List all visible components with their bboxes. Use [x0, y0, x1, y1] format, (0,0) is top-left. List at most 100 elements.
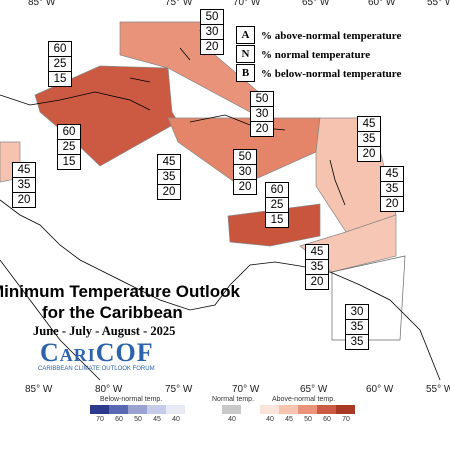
colorbar-tick: 40 [228, 416, 236, 423]
logo: CariCOF [40, 338, 154, 367]
colorbar-tick: 45 [285, 416, 293, 423]
longitude-label: 70° W [232, 384, 260, 395]
colorbar-swatch [279, 405, 298, 414]
colorbar-tick: 70 [96, 416, 104, 423]
probability: 35 [357, 131, 381, 147]
probability: 20 [250, 121, 274, 137]
probability: 50 [250, 91, 274, 107]
colorbar [90, 405, 355, 414]
forecast-box: 45 35 20 [357, 116, 381, 162]
forecast-box: 50 30 20 [250, 91, 274, 137]
colorbar-tick: 40 [266, 416, 274, 423]
legend-text: % normal temperature [261, 48, 371, 61]
probability: 35 [380, 181, 404, 197]
probability: 35 [305, 259, 329, 275]
probability: 20 [200, 39, 224, 55]
forecast-box: 45 35 20 [305, 244, 329, 290]
legend-row: A % above-normal temperature [236, 26, 401, 45]
forecast-box: 50 30 20 [233, 149, 257, 195]
colorbar-tick: 60 [323, 416, 331, 423]
colorbar-swatch [222, 405, 241, 414]
probability: 25 [48, 56, 72, 72]
probability: 35 [345, 319, 369, 335]
legend-key: B [236, 64, 255, 82]
logo-subtitle: CARIBBEAN CLIMATE OUTLOOK FORUM [38, 366, 155, 372]
longitude-label: 60° W [366, 384, 394, 395]
longitude-label: 75° W [165, 0, 193, 8]
probability: 15 [48, 71, 72, 87]
probability: 30 [233, 164, 257, 180]
colorbar-tick: 40 [172, 416, 180, 423]
longitude-label: 65° W [302, 0, 330, 8]
probability: 15 [265, 212, 289, 228]
forecast-box: 45 35 20 [157, 154, 181, 200]
colorbar-swatch [109, 405, 128, 414]
forecast-box: 30 35 35 [345, 304, 369, 350]
colorbar-swatch [166, 405, 185, 414]
probability: 45 [12, 162, 36, 178]
probability: 20 [157, 184, 181, 200]
probability: 25 [57, 139, 81, 155]
colorbar-label: Above-normal temp. [272, 396, 336, 403]
probability: 25 [265, 197, 289, 213]
colorbar-swatch [147, 405, 166, 414]
forecast-box: 45 35 20 [380, 166, 404, 212]
probability: 45 [157, 154, 181, 170]
forecast-box: 45 35 20 [12, 162, 36, 208]
probability: 35 [12, 177, 36, 193]
probability: 45 [305, 244, 329, 260]
probability: 45 [380, 166, 404, 182]
colorbar-swatch [128, 405, 147, 414]
probability: 35 [157, 169, 181, 185]
longitude-label: 85° W [28, 0, 56, 8]
colorbar-label: Normal temp. [212, 396, 255, 403]
forecast-box: 50 30 20 [200, 9, 224, 55]
probability: 20 [305, 274, 329, 290]
longitude-label: 65° W [300, 384, 328, 395]
longitude-label: 75° W [165, 384, 193, 395]
colorbar-swatch [298, 405, 317, 414]
longitude-label: 85° W [25, 384, 53, 395]
colorbar-swatch [317, 405, 336, 414]
longitude-label: 55° W [427, 0, 450, 8]
legend-key: N [236, 45, 255, 63]
probability: 60 [265, 182, 289, 198]
forecast-box: 60 25 15 [265, 182, 289, 228]
longitude-label: 60° W [368, 0, 396, 8]
legend-row: B % below-normal temperature [236, 64, 401, 83]
probability: 30 [200, 24, 224, 40]
probability: 15 [57, 154, 81, 170]
probability: 45 [357, 116, 381, 132]
probability: 20 [12, 192, 36, 208]
probability: 20 [357, 146, 381, 162]
colorbar-tick: 50 [134, 416, 142, 423]
colorbar-swatch [90, 405, 109, 414]
longitude-label: 55° W [426, 384, 450, 395]
legend-text: % below-normal temperature [261, 67, 402, 80]
probability: 35 [345, 334, 369, 350]
probability: 60 [57, 124, 81, 140]
legend-text: % above-normal temperature [261, 29, 402, 42]
legend: A % above-normal temperature N % normal tem… [236, 26, 401, 83]
colorbar-swatch [260, 405, 279, 414]
probability: 50 [233, 149, 257, 165]
period: June - July - August - 2025 [33, 324, 176, 338]
colorbar-tick: 45 [153, 416, 161, 423]
probability: 60 [48, 41, 72, 57]
colorbar-tick: 50 [304, 416, 312, 423]
colorbar-tick: 60 [115, 416, 123, 423]
title: for the Caribbean [42, 303, 183, 322]
longitude-label: 80° W [95, 384, 123, 395]
region [331, 255, 406, 341]
probability: 30 [345, 304, 369, 320]
title: Minimum Temperature Outlook [0, 282, 240, 301]
probability: 20 [380, 196, 404, 212]
probability: 30 [250, 106, 274, 122]
probability: 50 [200, 9, 224, 25]
forecast-box: 60 25 15 [48, 41, 72, 87]
legend-row: N % normal temperature [236, 45, 401, 64]
colorbar-swatch [336, 405, 355, 414]
colorbar-tick: 70 [342, 416, 350, 423]
